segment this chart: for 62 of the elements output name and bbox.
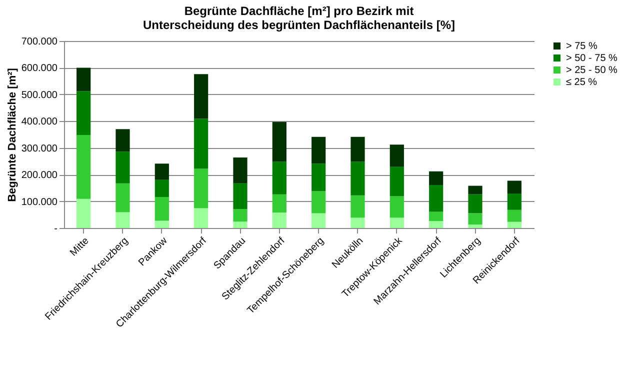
y-tick-label: 600.000 xyxy=(21,63,58,74)
bar xyxy=(350,218,365,228)
bar xyxy=(76,135,91,199)
bar xyxy=(390,218,404,228)
legend-label: > 75 % xyxy=(566,41,598,52)
y-tick-label: 700.000 xyxy=(21,36,58,48)
bar xyxy=(468,186,482,194)
bar xyxy=(233,209,248,222)
bar xyxy=(76,68,91,92)
y-tick-label: 500.000 xyxy=(21,90,58,101)
y-tick-label: - xyxy=(54,224,58,234)
bar xyxy=(507,194,522,210)
bar xyxy=(312,136,326,164)
y-tick-label: 200.000 xyxy=(21,170,58,182)
y-tick-label: 100.000 xyxy=(21,196,58,208)
bar xyxy=(154,164,169,180)
bar xyxy=(194,168,208,208)
bar xyxy=(350,136,365,162)
chart-title: Begrünte Dachfläche [m²] pro Bezirk mit Unterscheidung des begrünten Dachflächenanteils [%] xyxy=(142,4,456,32)
bar xyxy=(468,224,482,228)
bar xyxy=(507,222,522,228)
bar xyxy=(507,210,522,222)
bar xyxy=(194,118,208,169)
bar xyxy=(429,184,444,212)
bar xyxy=(233,157,248,184)
bar xyxy=(312,164,326,192)
bar xyxy=(429,212,444,222)
bar xyxy=(154,220,169,228)
bar xyxy=(468,194,482,214)
legend-label: > 50 - 75 % xyxy=(566,53,618,64)
bar xyxy=(233,183,248,210)
bar xyxy=(272,162,286,194)
bar xyxy=(390,166,404,196)
bar xyxy=(468,213,482,225)
bar xyxy=(116,183,130,212)
y-tick-label: 400.000 xyxy=(21,116,58,128)
bar xyxy=(194,74,208,119)
bar xyxy=(272,122,286,162)
bar xyxy=(116,129,130,152)
legend-label: > 25 - 50 % xyxy=(566,65,618,76)
bar xyxy=(350,162,365,196)
bar xyxy=(154,180,169,198)
bar xyxy=(76,198,91,228)
bar xyxy=(312,213,326,228)
bar xyxy=(116,152,130,184)
bar xyxy=(390,196,404,218)
bar xyxy=(429,221,444,228)
bar xyxy=(429,171,444,185)
bar xyxy=(272,194,286,213)
y-axis-title: Begrünte Dachfläche [m²] xyxy=(6,68,18,202)
bar xyxy=(154,197,169,221)
bar xyxy=(272,212,286,228)
bar xyxy=(76,91,91,136)
bar xyxy=(312,191,326,214)
bar xyxy=(116,212,130,228)
y-tick-label: 300.000 xyxy=(21,143,58,154)
bar xyxy=(390,144,404,167)
bar xyxy=(350,195,365,218)
legend-label: ≤ 25 % xyxy=(566,77,598,88)
bar xyxy=(507,180,522,194)
bar xyxy=(233,222,248,228)
bar xyxy=(194,208,208,228)
